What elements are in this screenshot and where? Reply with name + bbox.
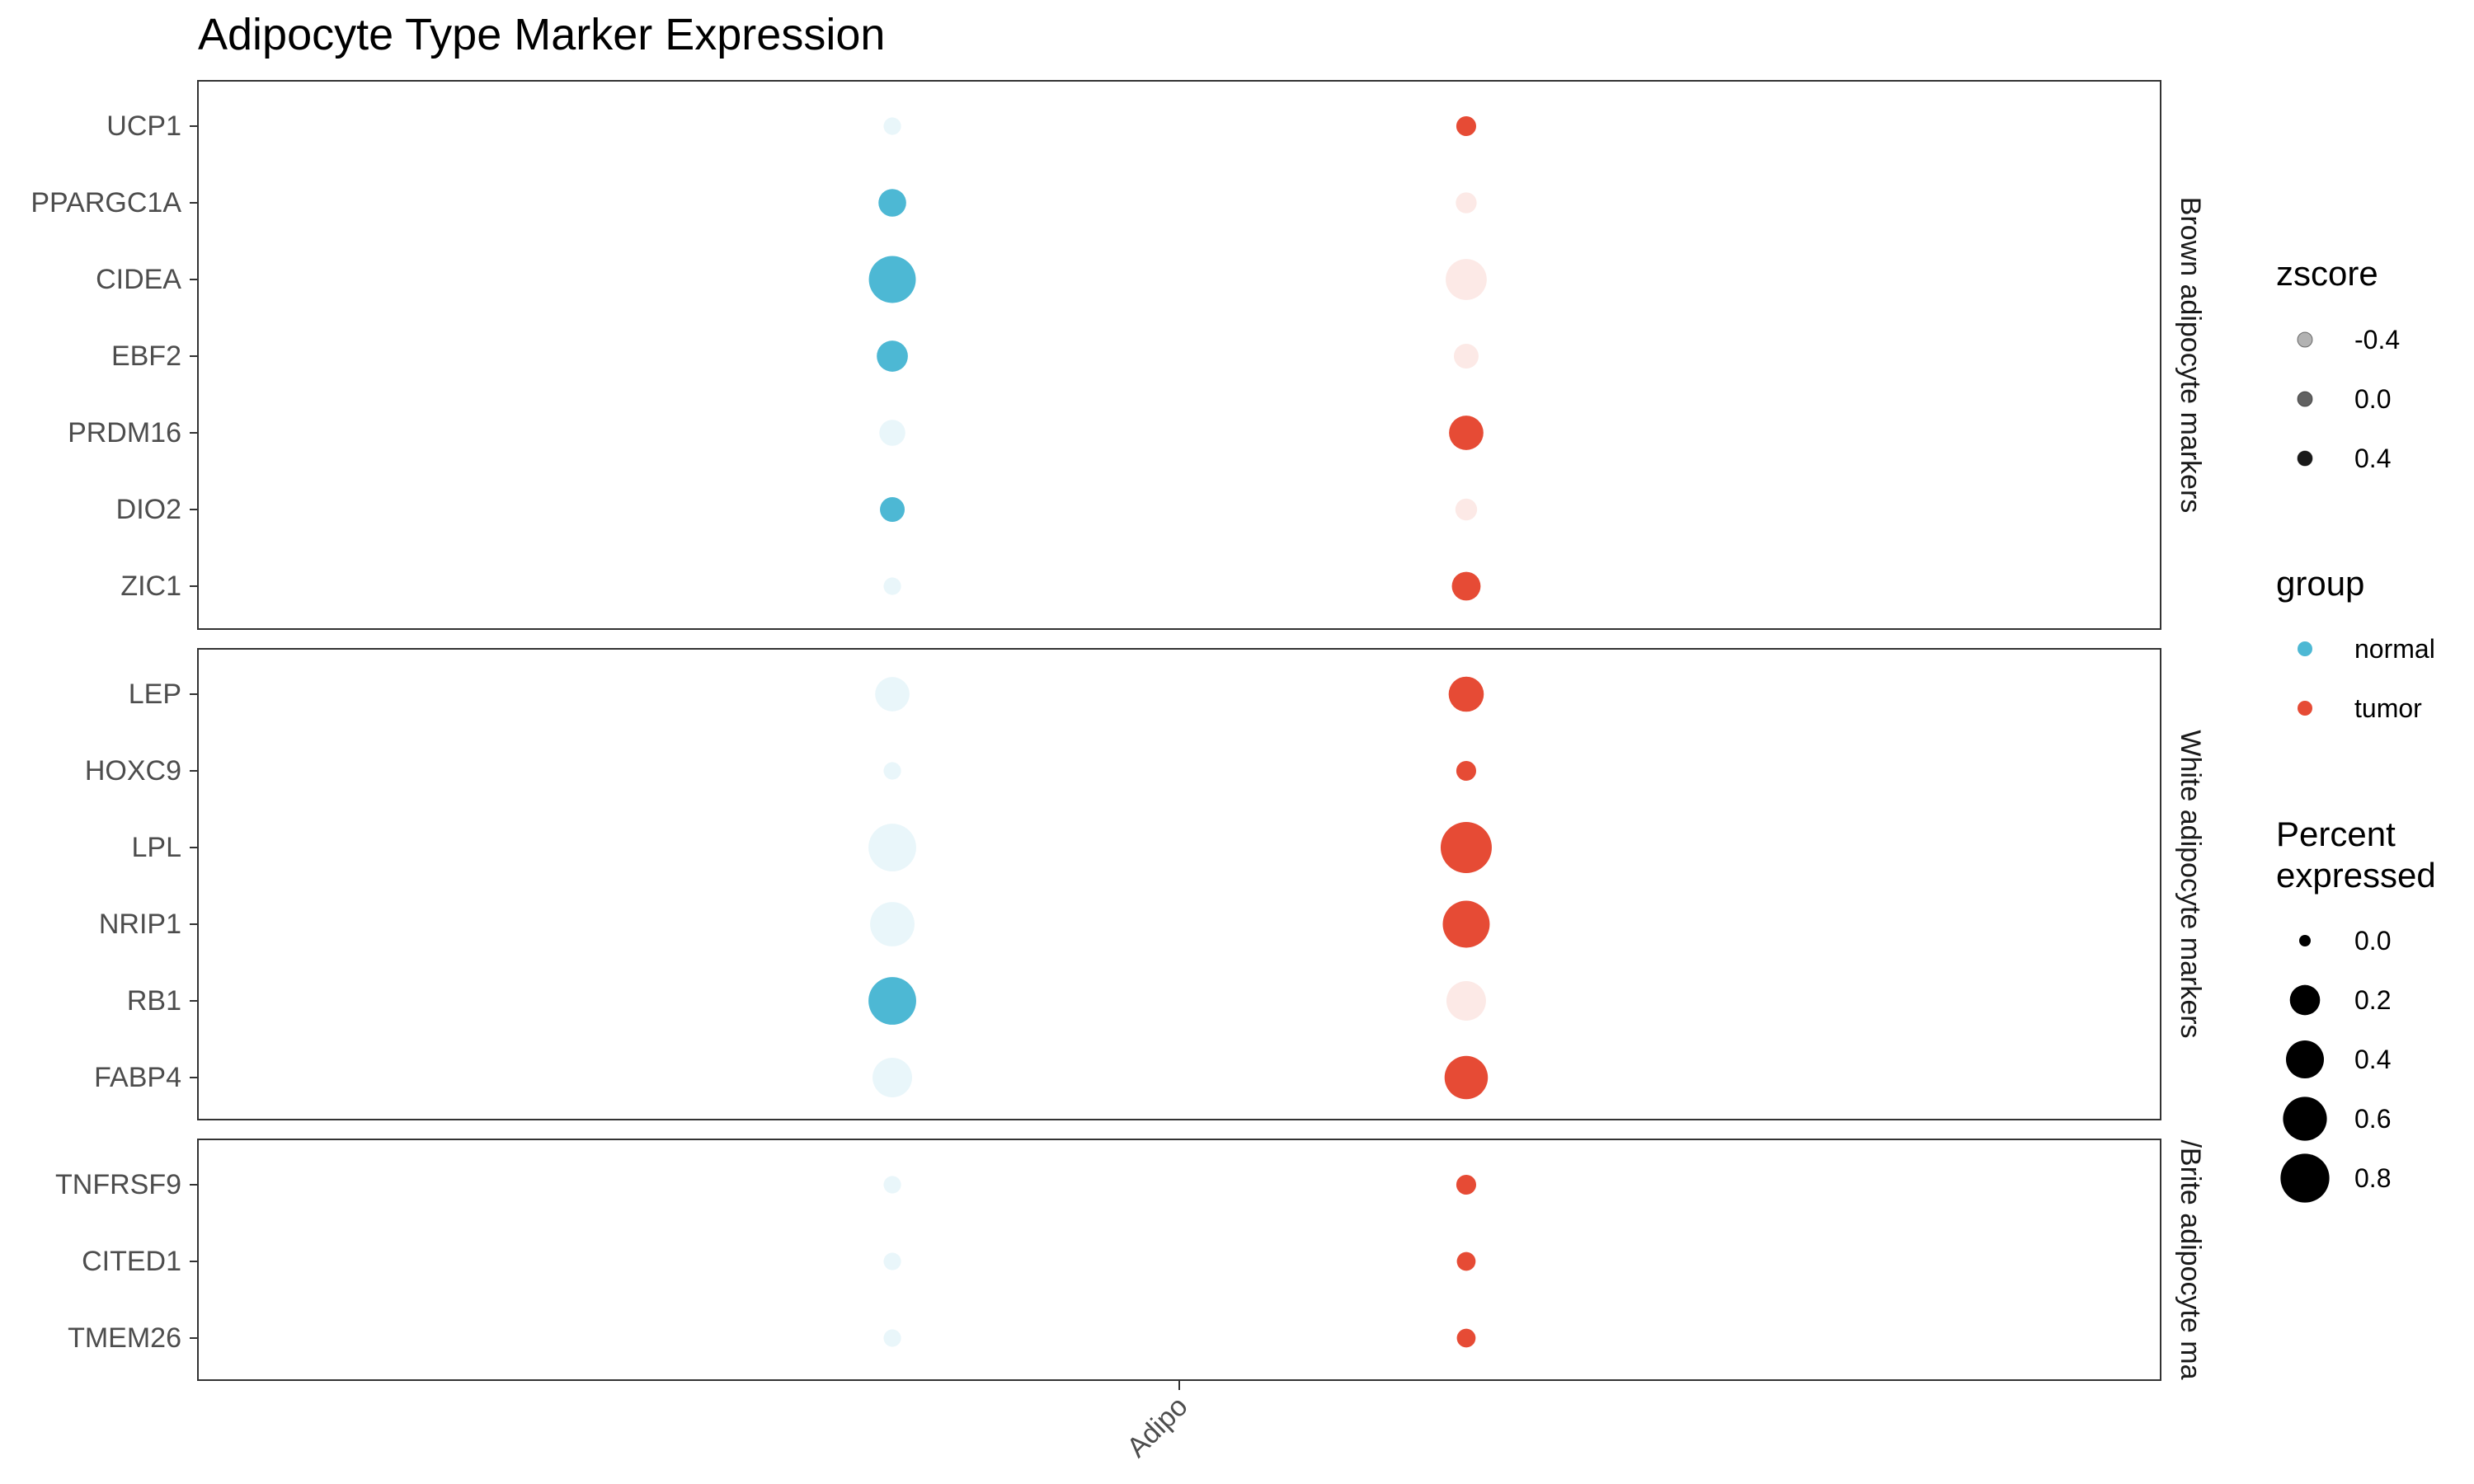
legend-label-size: 0.6 [2354, 1104, 2391, 1134]
legend-key-zscore [2297, 450, 2313, 467]
y-tick-label: DIO2 [116, 494, 181, 525]
dot-tumor-DIO2 [1455, 498, 1478, 521]
y-tick-label: TMEM26 [68, 1322, 181, 1354]
y-tick-label: PRDM16 [68, 417, 181, 448]
facet-panel-1: Brown adipocyte markers UCP1 PPARGC1A CIDEA… [31, 80, 2206, 630]
legend-title-zscore: zscore [2276, 254, 2378, 293]
y-tick-label: ZIC1 [120, 571, 181, 602]
y-tick-label: NRIP1 [99, 909, 181, 940]
legend-key-size [2289, 984, 2321, 1016]
panel-border [197, 80, 2161, 630]
legend-label-size: 0.8 [2354, 1163, 2391, 1193]
facet-panel-2: White adipocyte markers LEP HOXC9 LPL NRIP1 R… [85, 648, 2206, 1120]
y-tick-label: HOXC9 [85, 755, 181, 787]
legend-label-zscore: -0.4 [2354, 325, 2400, 355]
legend-key-group-tumor [2298, 701, 2312, 716]
legend-title-size: Percent [2276, 815, 2396, 853]
dot-tumor-NRIP1 [1442, 900, 1490, 948]
x-tick-label: Adipo [1121, 1391, 1193, 1463]
legend-key-size [2280, 1153, 2330, 1203]
y-tick-label: LEP [129, 679, 181, 710]
dot-normal-ZIC1 [883, 577, 901, 595]
dot-normal-FABP4 [872, 1058, 913, 1097]
dot-tumor-LPL [1440, 822, 1492, 873]
y-tick-label: TNFRSF9 [55, 1169, 181, 1200]
panel-border [197, 648, 2161, 1120]
dot-normal-LEP [875, 677, 910, 711]
dot-normal-PRDM16 [879, 420, 905, 446]
x-axis: Adipo [1121, 1380, 1194, 1463]
dot-tumor-CITED1 [1456, 1252, 1476, 1271]
dot-tumor-FABP4 [1444, 1055, 1489, 1100]
y-tick-label: EBF2 [111, 340, 181, 372]
dot-tumor-PPARGC1A [1456, 192, 1477, 214]
dot-tumor-EBF2 [1453, 344, 1479, 369]
facet-strip-label: Brown adipocyte markers [2175, 197, 2206, 514]
dot-normal-NRIP1 [870, 902, 915, 946]
dot-tumor-ZIC1 [1451, 571, 1481, 601]
dot-tumor-PRDM16 [1449, 416, 1484, 450]
dot-normal-UCP1 [883, 117, 901, 135]
legend-label-zscore: 0.0 [2354, 384, 2391, 414]
legend-title-size: expressed [2276, 856, 2436, 895]
y-tick-label: UCP1 [106, 110, 181, 142]
legend: zscore -0.4 0.0 0.4 group normal tumor Percente… [2276, 254, 2436, 1203]
legend-key-zscore [2297, 391, 2313, 407]
legend-label-zscore: 0.4 [2354, 444, 2391, 473]
dot-normal-TMEM26 [883, 1329, 901, 1347]
facet-panels: Brown adipocyte markers UCP1 PPARGC1A CIDEA… [31, 80, 2206, 1381]
panel-border [197, 1139, 2161, 1381]
chart-title: Adipocyte Type Marker Expression [198, 10, 885, 59]
dot-tumor-LEP [1448, 676, 1484, 712]
facet-strip-label: White adipocyte markers [2175, 730, 2206, 1038]
legend-label-group: normal [2354, 634, 2435, 664]
dot-normal-PPARGC1A [878, 189, 906, 217]
y-tick-label: RB1 [127, 985, 181, 1017]
y-tick-label: FABP4 [94, 1062, 181, 1093]
dot-tumor-CIDEA [1446, 259, 1487, 300]
legend-key-size [2286, 1040, 2324, 1078]
y-tick-label: LPL [132, 832, 182, 863]
dot-normal-LPL [868, 824, 916, 871]
dot-tumor-TNFRSF9 [1456, 1174, 1477, 1195]
legend-title-group: group [2276, 564, 2364, 603]
legend-label-size: 0.2 [2354, 985, 2391, 1015]
y-tick-label: CITED1 [82, 1246, 181, 1277]
dot-normal-TNFRSF9 [883, 1176, 901, 1194]
legend-label-size: 0.4 [2354, 1045, 2391, 1074]
facet-panel-3: /Brite adipocyte ma TNFRSF9 CITED1 TMEM26 [55, 1139, 2206, 1381]
legend-key-zscore [2297, 331, 2313, 348]
dot-normal-CIDEA [868, 256, 916, 303]
legend-label-size: 0.0 [2354, 926, 2391, 956]
dot-tumor-TMEM26 [1456, 1328, 1476, 1348]
dot-normal-EBF2 [877, 340, 908, 372]
legend-key-size [2299, 935, 2311, 946]
y-tick-label: CIDEA [96, 264, 181, 295]
dot-normal-DIO2 [880, 497, 905, 522]
legend-key-group-normal [2298, 641, 2312, 656]
dot-normal-RB1 [868, 977, 916, 1025]
dot-normal-CITED1 [883, 1252, 901, 1270]
legend-key-size [2283, 1097, 2327, 1141]
facet-strip-label: /Brite adipocyte ma [2175, 1139, 2206, 1379]
y-tick-label: PPARGC1A [31, 187, 181, 218]
legend-label-group: tumor [2354, 693, 2422, 723]
dot-tumor-UCP1 [1456, 115, 1477, 137]
dot-tumor-HOXC9 [1456, 760, 1477, 782]
dot-normal-HOXC9 [883, 762, 901, 780]
dot-tumor-RB1 [1446, 981, 1486, 1021]
